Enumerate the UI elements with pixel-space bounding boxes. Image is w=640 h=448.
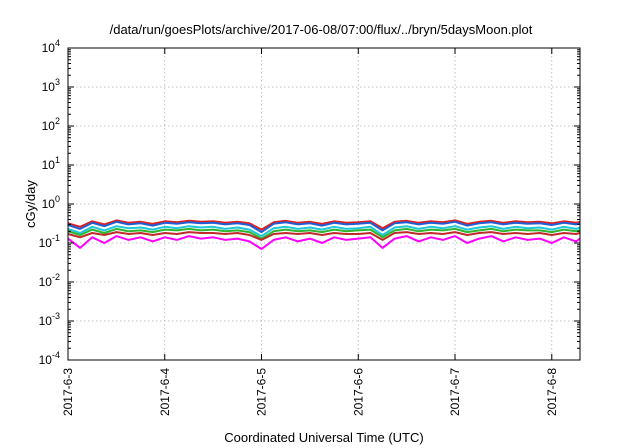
y-tick-label: 10-3 (39, 311, 60, 328)
x-axis: 2017-6-3 2017-6-4 2017-6-5 2017-6-6 2017-6-7… (61, 48, 559, 416)
y-tick-label: 10-1 (39, 233, 60, 250)
x-tick-label: 2017-6-3 (61, 368, 75, 416)
series-line-3 (67, 225, 581, 238)
grid (68, 48, 580, 360)
y-tick-label: 103 (42, 77, 60, 94)
y-tick-label: 100 (42, 194, 60, 211)
series-line-4 (67, 227, 581, 240)
x-tick-label: 2017-6-5 (255, 368, 269, 416)
series-group (67, 219, 581, 250)
y-axis-label: cGy/day (23, 180, 38, 228)
series-line-5 (67, 231, 581, 241)
y-tick-label: 10-4 (39, 350, 60, 367)
y-tick-label: 104 (42, 38, 60, 55)
y-tick-label: 101 (42, 155, 60, 172)
x-tick-label: 2017-6-8 (545, 368, 559, 416)
chart-title: /data/run/goesPlots/archive/2017-06-08/0… (110, 22, 533, 37)
y-tick-label: 10-2 (39, 272, 60, 289)
series-line-1 (67, 219, 581, 231)
x-axis-label: Coordinated Universal Time (UTC) (224, 430, 423, 445)
y-axis: 10-4 10-3 10-2 10-1 100 101 102 103 104 (39, 38, 580, 367)
series-line-6 (67, 235, 581, 250)
y-tick-label: 102 (42, 116, 60, 133)
x-tick-label: 2017-6-6 (351, 368, 365, 416)
x-tick-label: 2017-6-7 (448, 368, 462, 416)
series-line-2 (67, 220, 581, 234)
x-tick-label: 2017-6-4 (158, 368, 172, 416)
